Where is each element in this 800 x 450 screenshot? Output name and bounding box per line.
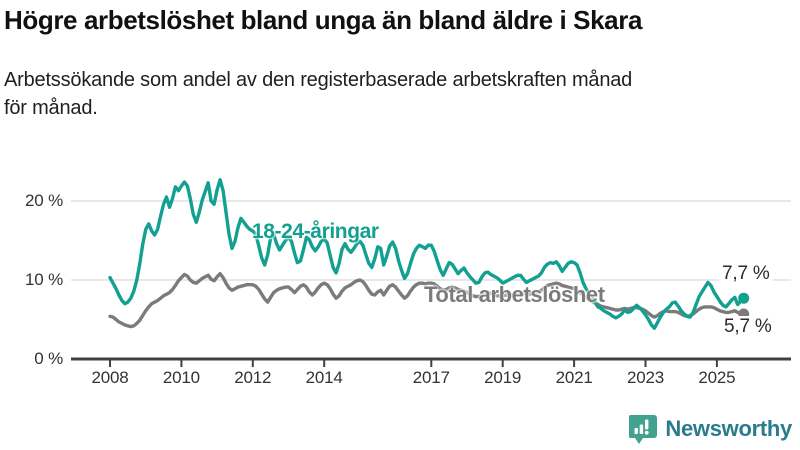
series-label-total: Total arbetslöshet: [424, 282, 605, 307]
subtitle-line-1: Arbetssökande som andel av den registerb…: [4, 69, 633, 91]
subtitle-line-2: för månad.: [4, 97, 98, 119]
series-label-young: 18-24-åringar: [252, 220, 379, 243]
x-axis-label: 2017: [412, 368, 450, 387]
x-axis-label: 2012: [234, 368, 272, 387]
end-value-total: 5,7 %: [721, 316, 775, 338]
x-axis-label: 2008: [91, 368, 129, 387]
brand-name: Newsworthy: [665, 416, 792, 441]
page-title: Högre arbetslöshet bland unga än bland ä…: [4, 5, 643, 35]
x-axis-label: 2025: [698, 368, 736, 387]
bar-chart-speech-bubble-icon: [629, 415, 658, 444]
y-axis-label: 0 %: [34, 349, 63, 368]
x-axis-label: 2023: [626, 368, 665, 387]
x-axis-label: 2019: [484, 368, 522, 387]
x-axis-label: 2014: [305, 368, 343, 387]
y-axis-label: 10 %: [25, 270, 63, 289]
x-axis-label: 2021: [555, 368, 593, 387]
end-value-young: 7,7 %: [719, 263, 773, 285]
series-end-dot: [738, 292, 750, 304]
series-line: [108, 177, 746, 330]
x-axis-label: 2010: [162, 368, 200, 387]
chart-subtitle: Arbetssökande som andel av den registerb…: [4, 66, 774, 122]
y-axis-label: 20 %: [25, 191, 63, 210]
newsworthy-attribution: Newsworthy: [629, 412, 792, 446]
